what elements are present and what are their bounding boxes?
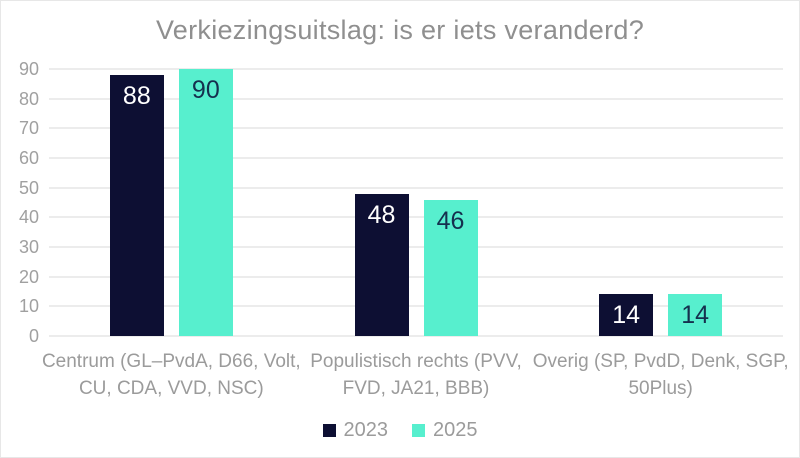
y-axis-tick-label: 10 — [18, 296, 39, 317]
gridline — [49, 275, 783, 278]
legend-label: 2025 — [433, 419, 478, 441]
gridline — [49, 216, 783, 219]
y-axis-tick-label: 60 — [18, 148, 39, 168]
y-axis-tick-label: 20 — [18, 266, 39, 287]
gridline — [49, 157, 783, 159]
bar-value-label: 48 — [367, 200, 396, 229]
y-axis-tick-label: 50 — [18, 177, 39, 198]
bar-2023-2: 14 — [599, 294, 654, 336]
gridline — [49, 68, 783, 70]
chart-title: Verkiezingsuitslag: is er iets veranderd… — [155, 15, 645, 45]
bar-value-label: 46 — [436, 206, 465, 235]
y-axis-tick-label: 0 — [28, 326, 39, 346]
x-axis-category-label: Overig (SP, PvdD, Denk, SGP, 50Plus) — [532, 351, 789, 399]
gridline — [49, 246, 783, 248]
x-axis-category-label: Centrum (GL–PvdA, D66, Volt, CU, CDA, VV… — [41, 351, 301, 399]
bar-2023-0: 88 — [109, 74, 164, 336]
legend-swatch — [322, 424, 336, 437]
y-axis-tick-label: 90 — [18, 59, 39, 79]
legend: 2023 2025 — [1, 419, 799, 442]
legend-label: 2023 — [343, 419, 389, 441]
legend-item-2023: 2023 — [322, 419, 389, 442]
gridline — [49, 335, 783, 337]
legend-item-2025: 2025 — [412, 419, 478, 442]
bar-value-label: 14 — [681, 301, 710, 330]
bar-2025-0: 90 — [178, 69, 233, 336]
bar-2025-1: 46 — [423, 199, 478, 336]
y-axis-tick-label: 30 — [18, 237, 39, 257]
bar-value-label: 88 — [122, 81, 151, 110]
x-axis-category-label: Populistisch rechts (PVV, FVD, JA21, BBB… — [310, 351, 522, 399]
bar-value-label: 90 — [191, 76, 220, 104]
y-axis-tick-label: 40 — [18, 207, 39, 228]
y-axis-tick-label: 80 — [18, 88, 39, 109]
bar-value-label: 14 — [612, 301, 641, 330]
gridline — [49, 186, 783, 189]
y-axis-tick-label: 70 — [18, 118, 39, 139]
bar-2025-2: 14 — [668, 294, 723, 336]
bar-2023-1: 48 — [354, 193, 409, 336]
legend-swatch — [412, 424, 425, 437]
gridline — [49, 97, 783, 100]
gridline — [49, 127, 783, 130]
gridline — [49, 305, 783, 308]
